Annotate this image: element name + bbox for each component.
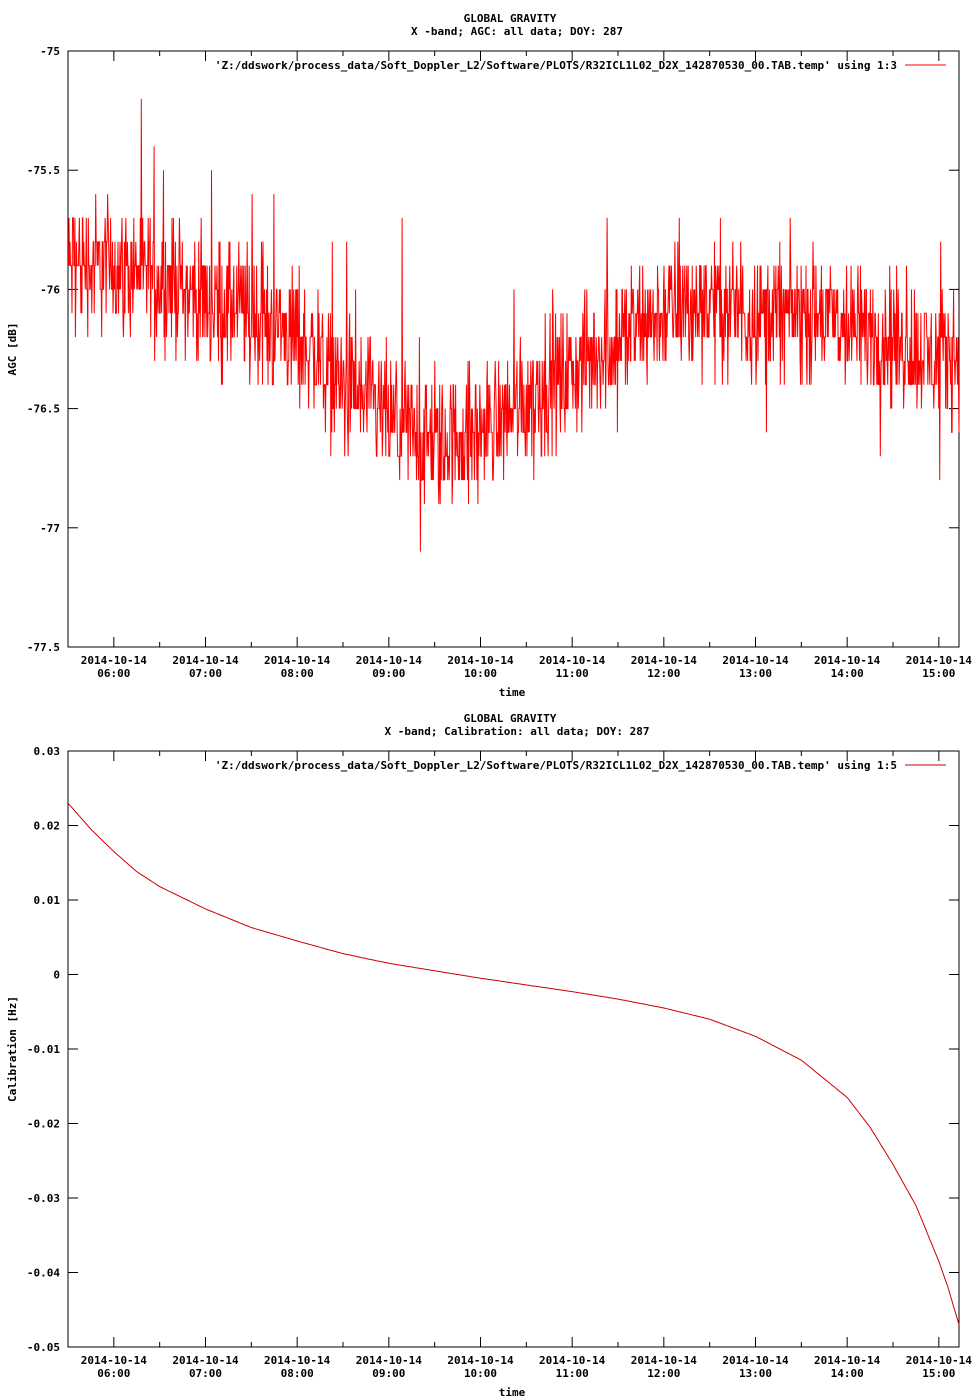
agc-x-tick-date: 2014-10-14: [539, 654, 606, 667]
calibration-x-tick-time: 06:00: [97, 1367, 130, 1380]
calibration-panel: GLOBAL GRAVITY X -band; Calibration: all…: [6, 712, 972, 1399]
calibration-x-axis: 2014-10-1406:002014-10-1407:002014-10-14…: [67, 751, 973, 1380]
calibration-x-tick-time: 09:00: [372, 1367, 405, 1380]
calibration-y-tick-label: -0.01: [27, 1043, 60, 1056]
agc-x-tick-date: 2014-10-14: [172, 654, 239, 667]
agc-y-tick-label: -77.5: [27, 641, 60, 654]
calibration-x-tick-date: 2014-10-14: [631, 1354, 698, 1367]
calibration-x-tick-date: 2014-10-14: [906, 1354, 973, 1367]
calibration-x-tick-time: 14:00: [831, 1367, 864, 1380]
agc-x-axis: 2014-10-1406:002014-10-1407:002014-10-14…: [67, 51, 973, 680]
calibration-x-tick-date: 2014-10-14: [172, 1354, 239, 1367]
agc-y-tick-label: -77: [40, 522, 60, 535]
agc-x-tick-time: 11:00: [556, 667, 589, 680]
calibration-y-tick-label: -0.04: [27, 1267, 60, 1280]
calibration-x-tick-date: 2014-10-14: [81, 1354, 148, 1367]
agc-x-tick-date: 2014-10-14: [81, 654, 148, 667]
calibration-x-axis-label: time: [499, 1386, 526, 1399]
calibration-y-tick-label: 0.02: [34, 820, 61, 833]
agc-y-tick-label: -75: [40, 45, 60, 58]
agc-x-tick-date: 2014-10-14: [264, 654, 331, 667]
calibration-x-tick-time: 07:00: [189, 1367, 222, 1380]
agc-plot-frame: [67, 50, 960, 648]
calibration-y-tick-label: -0.05: [27, 1341, 60, 1354]
calibration-chart-subtitle: X -band; Calibration: all data; DOY: 287: [385, 725, 650, 738]
agc-x-tick-time: 14:00: [831, 667, 864, 680]
calibration-legend-label: 'Z:/ddswork/process_data/Soft_Doppler_L2…: [215, 759, 897, 772]
calibration-legend: 'Z:/ddswork/process_data/Soft_Doppler_L2…: [215, 759, 946, 772]
agc-x-tick-time: 08:00: [281, 667, 314, 680]
calibration-y-tick-label: -0.02: [27, 1118, 60, 1131]
agc-x-tick-time: 06:00: [97, 667, 130, 680]
calibration-x-tick-time: 11:00: [556, 1367, 589, 1380]
agc-y-axis-label: AGC [dB]: [6, 323, 19, 376]
agc-x-tick-time: 07:00: [189, 667, 222, 680]
agc-y-tick-label: -76.5: [27, 403, 60, 416]
calibration-x-tick-time: 13:00: [739, 1367, 772, 1380]
calibration-x-tick-time: 10:00: [464, 1367, 497, 1380]
calibration-x-tick-time: 12:00: [647, 1367, 680, 1380]
calibration-x-tick-date: 2014-10-14: [539, 1354, 606, 1367]
agc-series-line: [68, 98, 960, 552]
calibration-x-tick-date: 2014-10-14: [447, 1354, 514, 1367]
agc-x-tick-date: 2014-10-14: [631, 654, 698, 667]
calibration-y-tick-label: -0.03: [27, 1192, 60, 1205]
agc-x-tick-date: 2014-10-14: [722, 654, 789, 667]
agc-legend-label: 'Z:/ddswork/process_data/Soft_Doppler_L2…: [215, 59, 897, 72]
agc-series-group: [68, 98, 960, 552]
calibration-y-axis: 0.03 0.02 0.01 0 -0.01 -0.02 -0.03 -0.04 -0.05: [27, 745, 959, 1354]
agc-x-tick-date: 2014-10-14: [814, 654, 881, 667]
calibration-x-tick-time: 15:00: [922, 1367, 955, 1380]
calibration-x-tick-date: 2014-10-14: [264, 1354, 331, 1367]
calibration-chart-title: GLOBAL GRAVITY: [464, 712, 557, 725]
calibration-x-tick-date: 2014-10-14: [814, 1354, 881, 1367]
calibration-y-tick-label: 0.03: [34, 745, 61, 758]
calibration-y-tick-label: 0: [53, 969, 60, 982]
calibration-series-line: [67, 802, 960, 1325]
agc-x-tick-time: 12:00: [647, 667, 680, 680]
calibration-x-tick-date: 2014-10-14: [722, 1354, 789, 1367]
agc-x-tick-time: 15:00: [922, 667, 955, 680]
agc-x-tick-date: 2014-10-14: [906, 654, 973, 667]
agc-x-axis-label: time: [499, 686, 526, 699]
calibration-y-axis-label: Calibration [Hz]: [6, 996, 19, 1102]
agc-y-tick-label: -76: [40, 283, 60, 296]
agc-x-tick-time: 09:00: [372, 667, 405, 680]
calibration-x-tick-time: 08:00: [281, 1367, 314, 1380]
agc-x-tick-date: 2014-10-14: [356, 654, 423, 667]
agc-chart-subtitle: X -band; AGC: all data; DOY: 287: [411, 25, 623, 38]
agc-x-tick-time: 13:00: [739, 667, 772, 680]
agc-x-tick-date: 2014-10-14: [447, 654, 514, 667]
agc-chart-title: GLOBAL GRAVITY: [464, 12, 557, 25]
agc-legend: 'Z:/ddswork/process_data/Soft_Doppler_L2…: [215, 59, 946, 72]
agc-panel: GLOBAL GRAVITY X -band; AGC: all data; D…: [6, 12, 972, 699]
calibration-series-group: [67, 802, 960, 1325]
calibration-y-tick-label: 0.01: [34, 894, 61, 907]
agc-y-tick-label: -75.5: [27, 164, 60, 177]
calibration-x-tick-date: 2014-10-14: [356, 1354, 423, 1367]
agc-y-axis: -75 -75.5 -76 -76.5 -77 -77.5: [27, 45, 959, 654]
calibration-plot-frame: [67, 750, 960, 1348]
agc-x-tick-time: 10:00: [464, 667, 497, 680]
